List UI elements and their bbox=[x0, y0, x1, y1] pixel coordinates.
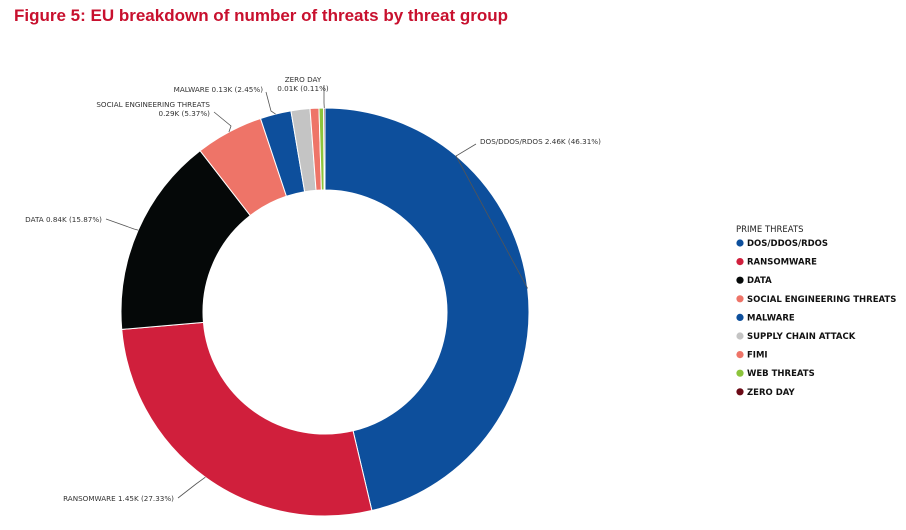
legend-swatch bbox=[736, 351, 744, 359]
legend: PRIME THREATS DOS/DDOS/RDOS RANSOMWARE DAT… bbox=[736, 225, 896, 398]
legend-item-label: SUPPLY CHAIN ATTACK bbox=[747, 332, 856, 342]
callout-label-value: 0.01K (0.11%) bbox=[277, 84, 329, 93]
legend-item-label: SOCIAL ENGINEERING THREATS bbox=[747, 295, 896, 305]
legend-item-label: DATA bbox=[747, 276, 772, 286]
legend-swatch bbox=[736, 258, 744, 266]
slice-callouts: DOS/DDOS/RDOS 2.46K (46.31%) RANSOMWARE 1… bbox=[25, 75, 601, 503]
callout-leader-1 bbox=[177, 476, 206, 499]
callout-leader-2 bbox=[105, 218, 139, 231]
callout-label: DOS/DDOS/RDOS 2.46K (46.31%) bbox=[480, 137, 601, 146]
legend-item-label: RANSOMWARE bbox=[747, 258, 817, 268]
legend-item-label: MALWARE bbox=[747, 313, 795, 323]
callout-label: MALWARE 0.13K (2.45%) bbox=[174, 85, 264, 94]
chart-title: Figure 5: EU breakdown of number of thre… bbox=[14, 6, 508, 25]
donut-slices bbox=[120, 107, 530, 517]
legend-item-label: WEB THREATS bbox=[747, 369, 815, 379]
callout-label: SOCIAL ENGINEERING THREATS bbox=[96, 100, 210, 109]
callout-label: DATA 0.84K (15.87%) bbox=[25, 215, 102, 224]
legend-swatch bbox=[736, 388, 744, 396]
legend-title: PRIME THREATS bbox=[736, 225, 804, 235]
legend-swatch bbox=[736, 239, 744, 247]
callout-label: RANSOMWARE 1.45K (27.33%) bbox=[63, 494, 174, 503]
legend-items: DOS/DDOS/RDOS RANSOMWARE DATA SOCIAL ENGINE… bbox=[736, 239, 896, 398]
legend-item-label: FIMI bbox=[747, 351, 768, 361]
callout-label-value: 0.29K (5.37%) bbox=[159, 109, 211, 118]
legend-swatch bbox=[736, 276, 744, 284]
legend-swatch bbox=[736, 369, 744, 377]
callout-leader-3 bbox=[213, 111, 232, 133]
callout-leader-0 bbox=[455, 143, 528, 289]
legend-item-label: DOS/DDOS/RDOS bbox=[747, 239, 828, 249]
legend-swatch bbox=[736, 332, 744, 340]
legend-swatch bbox=[736, 313, 744, 321]
legend-swatch bbox=[736, 295, 744, 303]
slice-dos-ddos-rdos bbox=[324, 107, 530, 512]
slice-zero-day bbox=[323, 107, 326, 191]
callout-leader-4 bbox=[265, 91, 276, 115]
callout-label: ZERO DAY bbox=[285, 75, 322, 84]
legend-item-label: ZERO DAY bbox=[747, 388, 796, 398]
slice-ransomware bbox=[121, 321, 373, 517]
